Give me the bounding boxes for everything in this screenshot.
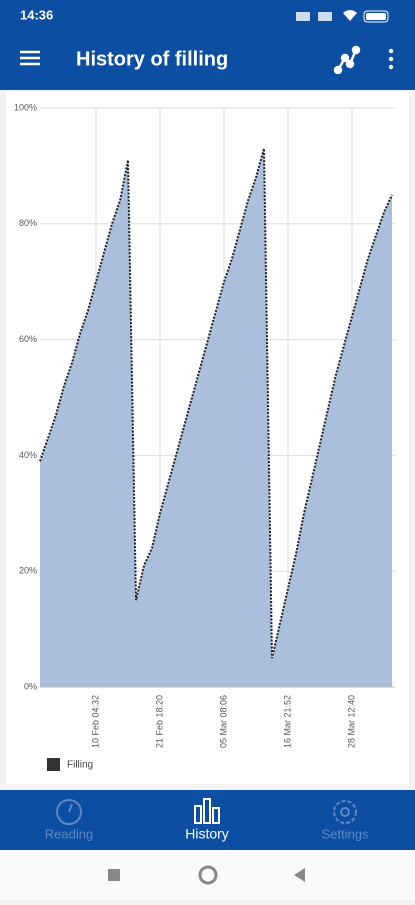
x-tick-label: 05 Mar 08:06 (218, 695, 228, 748)
history-icon[interactable] (194, 798, 220, 824)
status-time: 14:36 (20, 7, 53, 22)
legend-swatch (47, 758, 60, 771)
chart: 0% 20% 40% 60% 80% 100% 10 Feb 04:32 21 Feb 18:… (14, 102, 395, 748)
x-tick-label: 16 Mar 21:52 (282, 695, 292, 748)
legend-label: Filling (67, 760, 93, 771)
x-tick-label: 10 Feb 04:32 (90, 695, 100, 748)
x-tick-label: 21 Feb 18:20 (154, 695, 164, 748)
area (40, 148, 392, 687)
nav-history[interactable]: History (185, 826, 229, 842)
chart-icon[interactable] (333, 45, 361, 75)
y-tick-label: 20% (19, 566, 37, 576)
status-icons (296, 10, 389, 23)
app-title: History of filling (76, 48, 228, 70)
y-tick-label: 80% (19, 218, 37, 228)
home-button[interactable] (198, 865, 218, 885)
nav-settings[interactable]: Settings (322, 826, 369, 841)
settings-icon[interactable] (333, 800, 357, 824)
system-nav (0, 850, 415, 900)
y-tick-label: 0% (24, 681, 37, 691)
more-icon[interactable] (388, 48, 394, 70)
y-tick-label: 100% (14, 102, 37, 112)
x-tick-label: 28 Mar 12:40 (346, 695, 356, 748)
y-tick-label: 40% (19, 450, 37, 460)
reading-icon[interactable] (56, 799, 82, 825)
line (39, 148, 393, 659)
y-tick-label: 60% (19, 334, 37, 344)
recents-button[interactable] (108, 869, 120, 881)
nav-reading[interactable]: Reading (45, 826, 93, 841)
back-button[interactable] (294, 868, 305, 882)
menu-icon[interactable] (20, 50, 40, 66)
